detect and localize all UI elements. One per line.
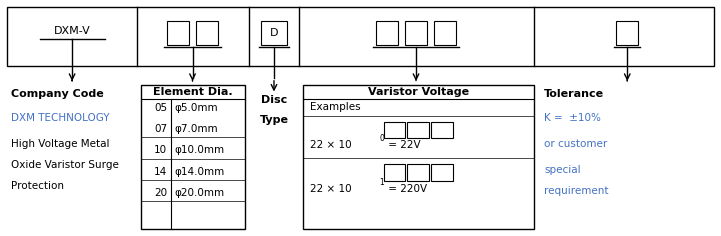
Bar: [434, 21, 456, 45]
Text: K =  ±10%: K = ±10%: [544, 113, 601, 123]
Text: special: special: [544, 165, 581, 175]
Text: 22 × 10: 22 × 10: [310, 140, 352, 150]
Bar: [407, 122, 429, 138]
Text: 0: 0: [438, 125, 446, 135]
Text: Disc: Disc: [261, 95, 287, 105]
Bar: [431, 122, 453, 138]
Bar: [376, 21, 398, 45]
Bar: [196, 21, 218, 45]
Text: 0: 0: [379, 134, 384, 143]
Text: 10: 10: [154, 145, 167, 155]
Text: Type: Type: [260, 115, 288, 125]
Text: 2: 2: [415, 168, 422, 178]
Text: Tolerance: Tolerance: [544, 89, 604, 99]
Text: φ5.0mm: φ5.0mm: [174, 103, 218, 113]
Text: or customer: or customer: [544, 139, 608, 149]
Bar: [141, 85, 245, 229]
Text: Oxide Varistor Surge: Oxide Varistor Surge: [11, 160, 119, 170]
Bar: [431, 164, 453, 181]
Bar: [261, 21, 287, 45]
Bar: [384, 164, 405, 181]
Text: 2: 2: [391, 125, 398, 135]
Text: Protection: Protection: [11, 181, 64, 191]
Bar: [405, 21, 427, 45]
Text: = 220V: = 220V: [385, 184, 427, 194]
Text: Examples: Examples: [310, 102, 360, 112]
Text: 20: 20: [154, 188, 167, 198]
Text: 2: 2: [415, 125, 422, 135]
Text: DXM-V: DXM-V: [54, 26, 90, 36]
Text: 07: 07: [154, 124, 167, 134]
Text: Element Dia.: Element Dia.: [153, 87, 233, 97]
Text: = 22V: = 22V: [385, 140, 420, 150]
Bar: [303, 85, 534, 229]
Text: 1: 1: [379, 178, 384, 187]
Text: φ7.0mm: φ7.0mm: [174, 124, 218, 134]
Bar: [384, 122, 405, 138]
Text: DXM TECHNOLOGY: DXM TECHNOLOGY: [11, 113, 110, 123]
Text: requirement: requirement: [544, 186, 609, 196]
Bar: [167, 21, 189, 45]
Bar: [407, 164, 429, 181]
Bar: [7, 7, 714, 66]
Bar: [616, 21, 638, 45]
Text: D: D: [270, 28, 278, 38]
Text: 2: 2: [391, 168, 398, 178]
Text: 14: 14: [154, 167, 167, 177]
Text: 22 × 10: 22 × 10: [310, 184, 352, 194]
Text: Varistor Voltage: Varistor Voltage: [368, 87, 469, 97]
Text: φ10.0mm: φ10.0mm: [174, 145, 225, 155]
Text: 1: 1: [438, 168, 446, 178]
Text: 05: 05: [154, 103, 167, 113]
Text: Company Code: Company Code: [11, 89, 104, 99]
Text: High Voltage Metal: High Voltage Metal: [11, 139, 110, 149]
Text: φ14.0mm: φ14.0mm: [174, 167, 225, 177]
Text: φ20.0mm: φ20.0mm: [174, 188, 225, 198]
